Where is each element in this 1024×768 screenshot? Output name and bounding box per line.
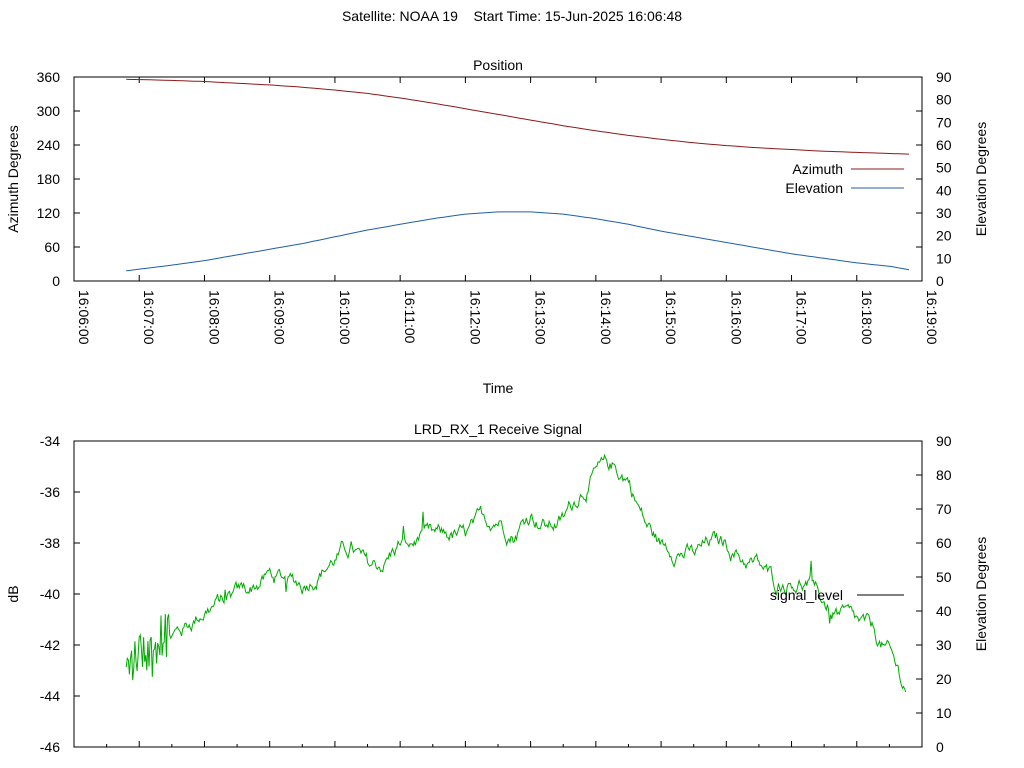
y-tick-label: 60: [44, 239, 60, 255]
y2-tick-label: 0: [936, 273, 944, 289]
position-y2-axis-label: Elevation Degrees: [973, 122, 989, 236]
x-tick-label: 16:11:00: [402, 290, 418, 344]
signal-y2-axis-label: Elevation Degrees: [973, 537, 989, 651]
signal-y-axis-label: dB: [5, 585, 21, 602]
y2-tick-label: 50: [936, 160, 952, 176]
legend-label-elevation: Elevation: [785, 180, 843, 196]
y-tick-label: -46: [40, 739, 60, 755]
position-y-axis-label: Azimuth Degrees: [5, 125, 21, 232]
x-tick-label: 16:14:00: [598, 290, 614, 345]
y2-tick-label: 60: [936, 137, 952, 153]
y2-tick-label: 30: [936, 205, 952, 221]
y2-tick-label: 80: [936, 467, 952, 483]
x-tick-label: 16:12:00: [467, 290, 483, 345]
start-time-label: Start Time: 15-Jun-2025 16:06:48: [473, 8, 683, 24]
y-tick-label: 180: [37, 171, 61, 187]
y-tick-label: -36: [40, 484, 60, 500]
y2-tick-label: 20: [936, 228, 952, 244]
y2-tick-label: 40: [936, 182, 952, 198]
position-x-axis-label: Time: [483, 380, 514, 396]
y-tick-label: -40: [40, 586, 60, 602]
x-tick-label: 16:08:00: [206, 290, 222, 345]
y2-tick-label: 20: [936, 671, 952, 687]
y2-tick-label: 70: [936, 114, 952, 130]
y2-tick-label: 30: [936, 637, 952, 653]
y-tick-label: 0: [52, 273, 60, 289]
page-title: Satellite: NOAA 19 Start Time: 15-Jun-20…: [0, 8, 1024, 24]
series-line-elevation: [126, 211, 910, 272]
y-tick-label: -44: [40, 688, 60, 704]
x-tick-label: 16:18:00: [859, 290, 875, 345]
y2-tick-label: 10: [936, 250, 952, 266]
x-tick-label: 16:16:00: [728, 290, 744, 345]
y2-tick-label: 90: [936, 433, 952, 449]
x-tick-label: 16:13:00: [533, 290, 549, 345]
y-tick-label: -34: [40, 433, 60, 449]
position-plot-frame: [73, 76, 923, 282]
y2-tick-label: 40: [936, 603, 952, 619]
x-tick-label: 16:17:00: [794, 290, 810, 345]
series-line-signal-level: [125, 453, 907, 693]
legend-label-signal-level: signal_level: [770, 587, 843, 603]
y-tick-label: 120: [37, 205, 61, 221]
y2-tick-label: 60: [936, 535, 952, 551]
y2-tick-label: 80: [936, 92, 952, 108]
y-tick-label: 240: [37, 137, 61, 153]
x-tick-label: 16:19:00: [924, 290, 940, 345]
signal-chart-title: LRD_RX_1 Receive Signal: [414, 421, 582, 437]
y-tick-label: -42: [40, 637, 60, 653]
y-tick-label: 300: [37, 103, 61, 119]
y2-tick-label: 50: [936, 569, 952, 585]
series-line-azimuth: [126, 78, 910, 155]
x-tick-label: 16:07:00: [141, 290, 157, 345]
y2-tick-label: 70: [936, 501, 952, 517]
legend-label-azimuth: Azimuth: [792, 161, 843, 177]
position-chart-title: Position: [473, 57, 523, 73]
satellite-label: Satellite: NOAA 19: [341, 8, 458, 24]
y2-tick-label: 90: [936, 69, 952, 85]
y2-tick-label: 0: [936, 739, 944, 755]
x-tick-label: 16:09:00: [272, 290, 288, 345]
x-tick-label: 16:15:00: [663, 290, 679, 345]
y2-tick-label: 10: [936, 705, 952, 721]
y-tick-label: -38: [40, 535, 60, 551]
x-tick-label: 16:06:00: [76, 290, 92, 345]
x-tick-label: 16:10:00: [337, 290, 353, 345]
y-tick-label: 360: [37, 69, 61, 85]
